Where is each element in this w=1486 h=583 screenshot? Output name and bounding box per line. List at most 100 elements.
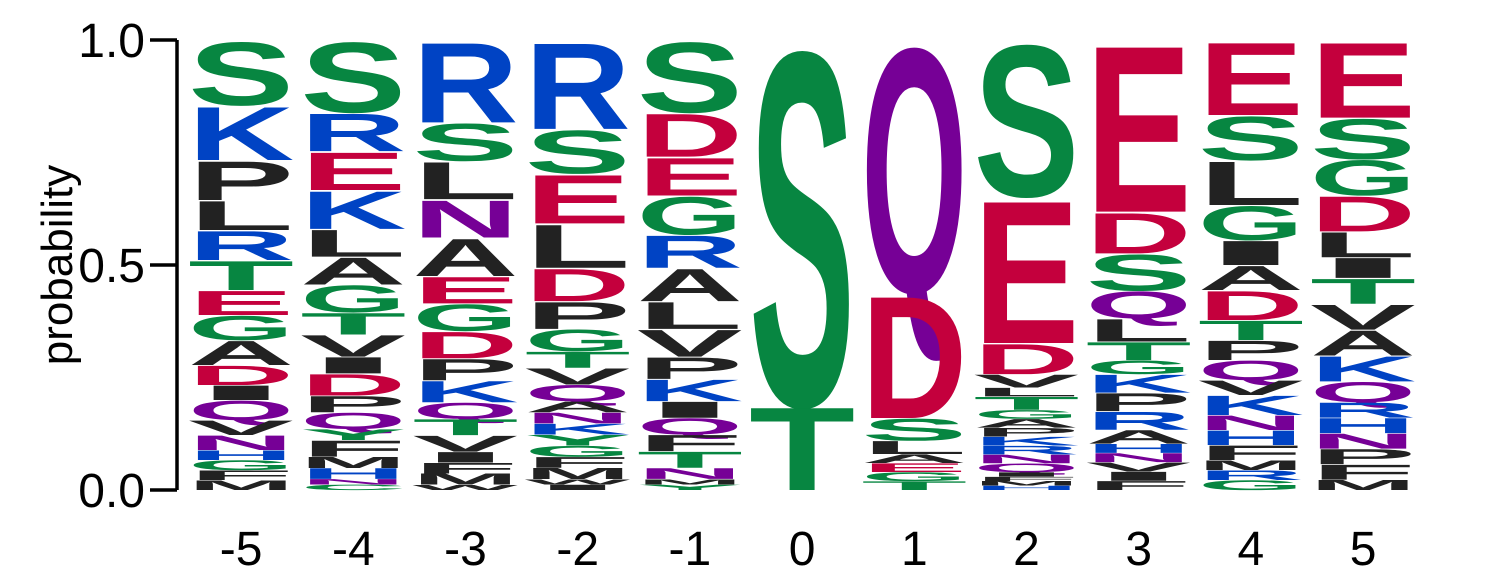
letter-L: L xyxy=(525,212,631,281)
letter-G: G xyxy=(413,297,519,340)
letter-F: F xyxy=(637,430,743,456)
x-tick-label: 1 xyxy=(901,523,928,576)
letter-K: K xyxy=(974,434,1080,448)
letter-P: P xyxy=(1310,445,1416,469)
letter-S: S xyxy=(413,113,519,172)
letter-P: P xyxy=(1198,335,1304,366)
letter-T: T xyxy=(525,347,631,373)
letter-Q: Q xyxy=(637,414,743,440)
letter-A: A xyxy=(300,250,406,293)
letter-V: V xyxy=(637,322,743,365)
letter-Q: Q xyxy=(1310,376,1416,408)
letter-D: D xyxy=(637,101,743,170)
letter-S: S xyxy=(1310,108,1416,172)
letter-D: D xyxy=(525,259,631,311)
letter-N: N xyxy=(188,431,294,454)
letter-A: A xyxy=(1310,323,1416,363)
y-tick-label: 1.0 xyxy=(78,15,145,68)
x-tick-label: 4 xyxy=(1238,523,1265,576)
letter-L: L xyxy=(1086,313,1192,349)
letter-E: E xyxy=(188,284,294,323)
letter-Q: Q xyxy=(525,380,631,406)
x-tick-label: 3 xyxy=(1125,523,1152,576)
x-ticks: -5 -4 -3 -2 -1 0 1 2 3 4 5 xyxy=(220,523,1377,576)
letter-N: N xyxy=(637,465,743,482)
letter-F: F xyxy=(188,468,294,483)
letter-K: K xyxy=(413,375,519,409)
letter-H: H xyxy=(300,465,406,482)
letter-S: S xyxy=(749,0,855,512)
letter-T: T xyxy=(861,479,967,493)
letter-D: D xyxy=(1310,186,1416,242)
letter-A: A xyxy=(637,259,743,311)
letter-G: G xyxy=(1086,357,1192,379)
letter-P: P xyxy=(974,425,1080,439)
letter-R: R xyxy=(1198,468,1304,483)
letter-V: V xyxy=(1310,297,1416,337)
letter-G: G xyxy=(1198,477,1304,493)
letter-F: F xyxy=(1310,460,1416,484)
letter-M: M xyxy=(1198,458,1304,474)
letter-E: E xyxy=(413,269,519,312)
letter-A: A xyxy=(1086,426,1192,448)
letter-I: I xyxy=(525,483,631,492)
letter-V: V xyxy=(974,371,1080,392)
letter-I: I xyxy=(974,471,1080,478)
letter-H: H xyxy=(188,448,294,463)
letter-L: L xyxy=(861,437,967,458)
letter-D: D xyxy=(861,261,967,456)
letter-D: D xyxy=(1198,282,1304,329)
letter-E: E xyxy=(300,142,406,202)
letter-R: R xyxy=(413,19,519,147)
letter-E: E xyxy=(1310,20,1416,141)
letter-K: K xyxy=(1086,370,1192,399)
letter-N: N xyxy=(1086,451,1192,465)
letter-stacks: SKPLRTEGADIQVNHGFMSREKLAGTVIDPQYFMHNCRSL… xyxy=(188,0,1416,516)
letter-H: H xyxy=(1310,414,1416,438)
letter-K: K xyxy=(188,91,294,177)
x-tick-label: -2 xyxy=(556,523,599,576)
letter-R: R xyxy=(300,103,406,163)
letter-Q: Q xyxy=(413,398,519,424)
letter-A: A xyxy=(188,333,294,372)
letter-R: R xyxy=(1086,407,1192,436)
letter-S: S xyxy=(1086,244,1192,302)
letter-E: E xyxy=(974,158,1080,387)
letter-Y: Y xyxy=(300,426,406,443)
letter-S: S xyxy=(525,118,631,187)
letter-D: D xyxy=(300,368,406,402)
letter-T: T xyxy=(637,447,743,473)
letter-N: N xyxy=(525,410,631,427)
letter-I: I xyxy=(188,381,294,404)
letter-G: G xyxy=(861,470,967,484)
letter-P: P xyxy=(188,150,294,212)
letter-F: F xyxy=(1086,478,1192,492)
stack-position-0: ST xyxy=(749,0,855,516)
letter-M: M xyxy=(413,471,519,488)
letter-R: R xyxy=(974,443,1080,457)
letter-R: R xyxy=(525,17,631,155)
letter-I: I xyxy=(413,449,519,466)
letter-G: G xyxy=(525,443,631,460)
letter-I: I xyxy=(1086,469,1192,483)
letter-T: T xyxy=(300,307,406,341)
letter-D: D xyxy=(1086,201,1192,266)
letter-E: E xyxy=(1198,21,1304,137)
letter-V: V xyxy=(413,431,519,456)
letter-L: L xyxy=(974,385,1080,399)
letter-Q: Q xyxy=(861,0,967,367)
letter-R: R xyxy=(188,222,294,269)
letter-N: N xyxy=(1310,429,1416,453)
letter-T: T xyxy=(1086,337,1192,366)
letter-L: L xyxy=(413,151,519,210)
letter-P: P xyxy=(1086,388,1192,417)
letter-P: P xyxy=(637,351,743,386)
letter-K: K xyxy=(525,421,631,438)
letter-H: H xyxy=(1198,426,1304,449)
